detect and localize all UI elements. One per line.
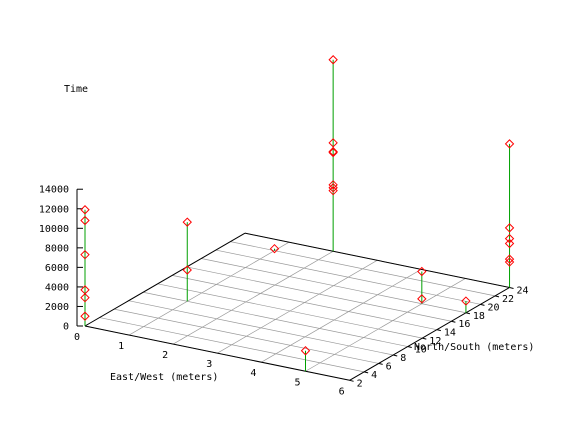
- y-tick-mark: [408, 347, 412, 348]
- z-tick-label: 4000: [45, 282, 69, 293]
- x-tick-label: 1: [118, 341, 124, 352]
- base-frame-edge: [350, 287, 510, 380]
- z-tick-label: 14000: [39, 185, 69, 196]
- grid-line-x: [261, 269, 421, 362]
- x-axis-ticks: 0 1 2 3 4 5 6: [74, 332, 345, 397]
- y-tick-label: 14: [444, 328, 456, 339]
- z-tick-label: 10000: [39, 224, 69, 235]
- y-tick-label: 18: [473, 311, 485, 322]
- grid-line-x: [217, 260, 377, 353]
- x-tick-label: 5: [294, 377, 300, 388]
- y-tick-mark: [350, 380, 354, 381]
- x-axis-label: East/West (meters): [110, 372, 218, 383]
- grid-line-x: [173, 251, 333, 344]
- z-tick-label: 8000: [45, 243, 69, 254]
- y-tick-mark: [466, 313, 470, 314]
- y-tick-label: 2: [357, 378, 363, 389]
- y-tick-mark: [379, 363, 383, 364]
- y-tick-mark: [510, 287, 514, 288]
- base-frame-edge: [85, 233, 245, 326]
- grid-line-x: [306, 278, 466, 371]
- z-tick-label: 6000: [45, 263, 69, 274]
- z-tick-label: 0: [63, 322, 69, 333]
- y-axis-label: North/South (meters): [414, 342, 534, 353]
- grid-line-x: [129, 242, 289, 335]
- y-tick-label: 20: [487, 302, 499, 313]
- y-tick-mark: [393, 355, 397, 356]
- x-tick-label: 3: [206, 359, 212, 370]
- z-tick-label: 2000: [45, 302, 69, 313]
- y-tick-label: 22: [502, 294, 514, 305]
- y-tick-mark: [495, 296, 499, 297]
- base-grid: [85, 233, 510, 380]
- y-tick-mark: [451, 321, 455, 322]
- z-axis-label: Time: [64, 84, 88, 95]
- y-tick-mark: [422, 338, 426, 339]
- z-tick-label: 12000: [39, 204, 69, 215]
- y-tick-label: 8: [400, 353, 406, 364]
- x-tick-label: 2: [162, 350, 168, 361]
- y-tick-label: 16: [458, 319, 470, 330]
- y-tick-mark: [364, 372, 368, 373]
- y-tick-label: 6: [386, 361, 392, 372]
- x-tick-label: 0: [74, 332, 80, 343]
- y-tick-mark: [437, 330, 441, 331]
- y-tick-label: 4: [371, 370, 377, 381]
- x-tick-label: 4: [250, 368, 256, 379]
- x-tick-label: 6: [339, 386, 345, 397]
- z-axis: 0 2000 4000 6000 8000 10000 12000 14000: [39, 185, 83, 333]
- y-tick-mark: [480, 304, 484, 305]
- y-tick-label: 24: [517, 285, 529, 296]
